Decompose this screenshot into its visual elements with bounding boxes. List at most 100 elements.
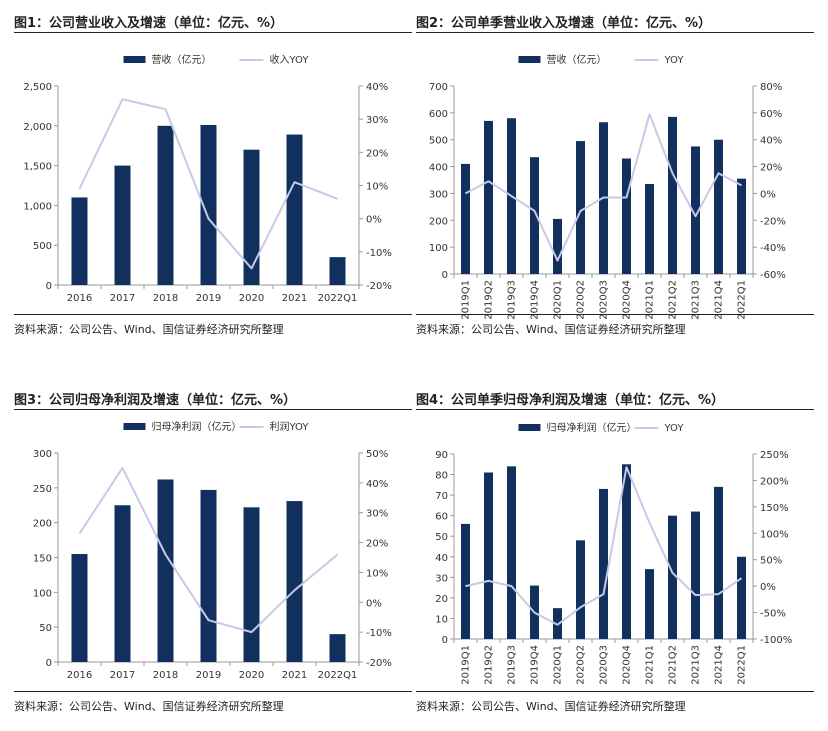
x-tick-label: 2021Q4 — [714, 645, 725, 685]
legend-label-bar: 归母净利润（亿元） — [547, 421, 637, 434]
x-tick-label: 2021 — [282, 293, 307, 304]
x-tick-label: 2022Q1 — [737, 645, 748, 685]
y-tick-label-left: 2,000 — [23, 122, 52, 133]
legend-label-line: 收入YOY — [270, 53, 310, 66]
x-tick-label: 2020Q1 — [553, 645, 564, 685]
x-tick-label: 2022Q1 — [318, 670, 358, 681]
y-tick-label-left: 400 — [429, 163, 448, 174]
x-tick-label: 2019Q2 — [484, 645, 495, 685]
bar-2019Q1 — [461, 523, 470, 639]
source-rule — [14, 314, 412, 315]
x-tick-label: 2020Q3 — [599, 645, 610, 685]
y-tick-label-right: 0% — [366, 215, 382, 226]
y-tick-label-right: 30% — [366, 509, 388, 520]
title-rule — [416, 32, 814, 33]
y-tick-label-left: 40 — [435, 553, 448, 564]
bar-2022Q1 — [737, 178, 746, 274]
x-tick-label: 2020Q2 — [576, 645, 587, 685]
y-tick-label-left: 50 — [435, 532, 448, 543]
y-tick-label-left: 60 — [435, 512, 448, 523]
bar-2021Q2 — [668, 116, 677, 274]
y-tick-label-left: 70 — [435, 491, 448, 502]
bar-2017 — [114, 165, 131, 285]
y-tick-label-right: -60% — [760, 270, 786, 281]
y-tick-label-right: 50% — [760, 556, 782, 567]
bar-2020 — [243, 507, 260, 662]
bar-2021Q1 — [645, 184, 654, 274]
bar-2021Q4 — [714, 486, 723, 639]
source-note: 资料来源：公司公告、Wind、国信证券经济研究所整理 — [14, 323, 284, 336]
x-tick-label: 2020Q3 — [599, 280, 610, 320]
y-tick-label-left: 10 — [435, 614, 448, 625]
legend-label-line: 利润YOY — [270, 420, 310, 433]
chart-title: 图3：公司归母净利润及增速（单位：亿元、%） — [14, 393, 297, 408]
x-tick-label: 2021Q2 — [668, 280, 679, 320]
x-tick-label: 2020Q4 — [622, 645, 633, 685]
y-tick-label-right: 0% — [760, 189, 776, 200]
bar-2019Q2 — [484, 120, 493, 275]
bar-2018 — [157, 125, 174, 285]
y-tick-label-right: 80% — [760, 82, 782, 93]
y-tick-label-right: -100% — [760, 635, 792, 646]
y-tick-label-left: 0 — [46, 658, 52, 669]
x-tick-label: 2019Q4 — [530, 280, 541, 320]
y-tick-label-left: 100 — [33, 588, 52, 599]
y-tick-label-right: 10% — [366, 568, 388, 579]
source-note: 资料来源：公司公告、Wind、国信证券经济研究所整理 — [14, 700, 284, 713]
x-tick-label: 2019Q1 — [461, 280, 472, 320]
title-rule — [14, 32, 412, 33]
chart-title: 图4：公司单季归母净利润及增速（单位：亿元、%） — [416, 393, 725, 408]
bar-2020Q3 — [599, 488, 608, 639]
x-tick-label: 2018 — [153, 670, 178, 681]
y-tick-label-left: 20 — [435, 594, 448, 605]
bar-2019Q2 — [484, 472, 493, 639]
x-tick-label: 2019 — [196, 293, 221, 304]
y-tick-label-left: 700 — [429, 82, 448, 93]
bar-2019 — [200, 489, 217, 662]
legend: 营收（亿元） YOY — [518, 53, 684, 66]
source-rule — [416, 314, 814, 315]
title-rule — [14, 409, 412, 410]
chart-panel-1: 图1：公司营业收入及增速（单位：亿元、%） 营收（亿元） 收入YOY 0 500 1,0… — [14, 12, 412, 342]
y-tick-label-left: 150 — [33, 554, 52, 565]
x-tick-label: 2021Q1 — [645, 645, 656, 685]
x-tick-label: 2020 — [239, 293, 264, 304]
y-tick-label-left: 200 — [429, 216, 448, 227]
bar-2018 — [157, 479, 174, 662]
x-tick-label: 2017 — [110, 670, 135, 681]
y-tick-label-right: 100% — [760, 529, 789, 540]
y-tick-label-left: 600 — [429, 109, 448, 120]
bar-2022Q1 — [737, 556, 746, 639]
chart-svg: 归母净利润（亿元） YOY 0 10 20 30 40 50 60 70 80 90 -100% -50%… — [435, 421, 792, 685]
bar-2021 — [286, 501, 303, 662]
x-tick-label: 2021Q2 — [668, 645, 679, 685]
chart-svg: 营收（亿元） YOY 0 100 200 300 400 500 600 700 -60% -40% -… — [429, 53, 786, 320]
x-tick-label: 2019Q3 — [507, 280, 518, 320]
y-tick-label-right: -50% — [760, 609, 786, 620]
x-tick-label: 2021 — [282, 670, 307, 681]
y-tick-label-right: 20% — [366, 539, 388, 550]
bar-2021Q3 — [691, 146, 700, 274]
y-tick-label-left: 80 — [435, 471, 448, 482]
legend: 归母净利润（亿元） 利润YOY — [123, 420, 310, 433]
bar-2020Q1 — [553, 218, 562, 274]
x-tick-label: 2020Q1 — [553, 280, 564, 320]
y-tick-label-left: 1,000 — [23, 201, 52, 212]
source-note: 资料来源：公司公告、Wind、国信证券经济研究所整理 — [416, 323, 686, 336]
y-tick-label-left: 100 — [429, 243, 448, 254]
y-tick-label-left: 30 — [435, 573, 448, 584]
x-tick-label: 2020 — [239, 670, 264, 681]
y-tick-label-left: 0 — [442, 270, 448, 281]
bar-2017 — [114, 505, 131, 662]
y-tick-label-right: -40% — [760, 243, 786, 254]
y-tick-label-left: 300 — [33, 449, 52, 460]
source-rule — [416, 691, 814, 692]
y-tick-label-left: 1,500 — [23, 162, 52, 173]
y-tick-label-right: 0% — [366, 598, 382, 609]
y-tick-label-left: 2,500 — [23, 82, 52, 93]
chart-title: 图2：公司单季营业收入及增速（单位：亿元、%） — [416, 16, 712, 31]
legend-swatch-bar — [518, 424, 541, 431]
x-tick-label: 2020Q2 — [576, 280, 587, 320]
x-tick-label: 2022Q1 — [737, 280, 748, 320]
legend-label-line: YOY — [664, 423, 685, 434]
